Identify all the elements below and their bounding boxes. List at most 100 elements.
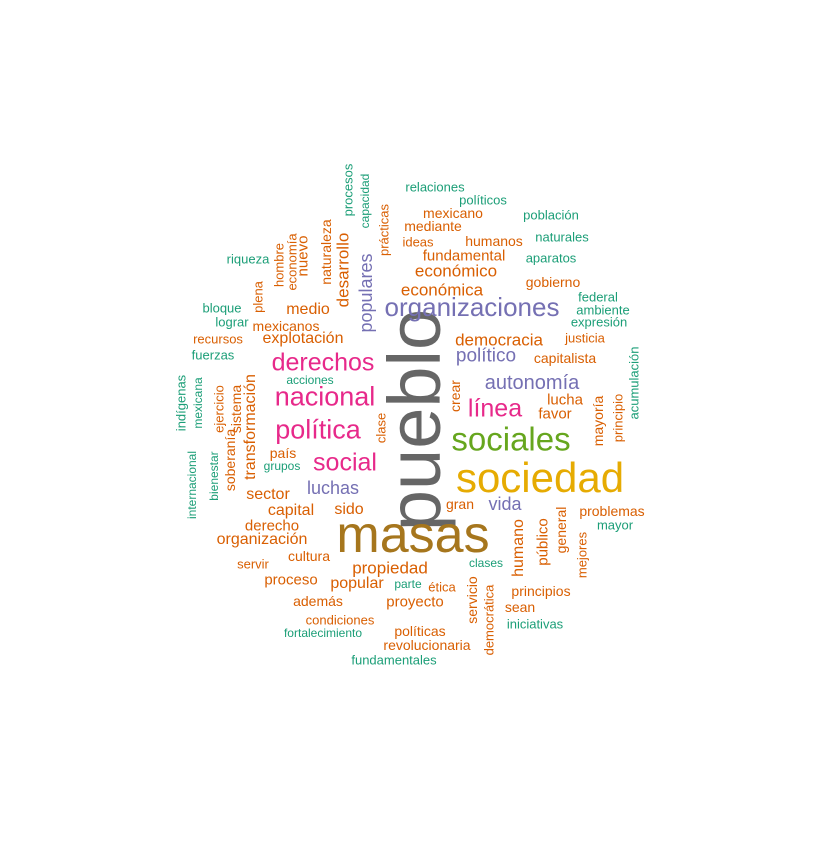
word: mexicano	[423, 205, 483, 221]
word: plena	[250, 281, 266, 313]
word: democracia	[455, 330, 543, 350]
word: fuerzas	[191, 347, 235, 363]
word: capacidad	[358, 173, 372, 229]
word: proceso	[264, 571, 318, 589]
word: fortalecimiento	[283, 626, 363, 640]
word: propiedad	[352, 558, 428, 578]
word: lograr	[215, 314, 249, 330]
word: sido	[334, 501, 364, 518]
word: sector	[246, 486, 290, 503]
word: medio	[286, 301, 330, 318]
word: nacional	[274, 381, 376, 412]
word: políticos	[459, 192, 507, 208]
word: gobierno	[525, 274, 581, 290]
word: masas	[336, 506, 490, 564]
word: humanos	[465, 233, 523, 249]
word: explotación	[262, 330, 344, 347]
word: principio	[610, 393, 626, 443]
word: mejores	[574, 531, 590, 579]
word: populares	[356, 253, 376, 333]
word: soberanía	[222, 428, 238, 492]
word: cultura	[287, 548, 331, 564]
word: pueblo	[373, 308, 456, 532]
word: capitalista	[533, 350, 597, 366]
word: organizaciones	[384, 292, 560, 322]
word: mexicana	[191, 377, 205, 429]
word: internacional	[185, 450, 199, 520]
word: desarrollo	[333, 232, 353, 308]
word: mayoría	[590, 395, 606, 447]
word: políticas	[394, 623, 446, 639]
word: principios	[511, 583, 571, 599]
word: recursos	[193, 331, 243, 347]
word: mediante	[404, 218, 462, 234]
word: fundamental	[422, 247, 506, 265]
word: sistema	[228, 384, 244, 434]
word: social	[313, 448, 377, 477]
word: general	[553, 506, 569, 554]
word: ejercicio	[211, 385, 227, 433]
word: popular	[330, 575, 384, 592]
word: proyecto	[386, 593, 444, 611]
word: bloque	[202, 300, 242, 316]
word: línea	[467, 394, 523, 423]
word: económico	[414, 261, 498, 281]
word: población	[523, 207, 579, 223]
word: sociales	[451, 420, 571, 458]
word: además	[293, 593, 343, 609]
word: condiciones	[305, 612, 375, 628]
word: democrática	[481, 584, 497, 656]
word: crear	[447, 380, 463, 412]
word: sociedad	[455, 454, 625, 501]
word: clase	[373, 412, 389, 444]
word: capital	[267, 502, 315, 519]
word: transformación	[242, 374, 259, 480]
word: económica	[400, 280, 484, 300]
word: aparatos	[525, 250, 577, 266]
word: expresión	[570, 314, 628, 330]
word: naturales	[535, 229, 589, 245]
word: favor	[538, 405, 572, 423]
word: justicia	[565, 330, 605, 346]
word: organización	[216, 531, 308, 548]
word: fundamentales	[351, 652, 437, 668]
word: humano	[510, 519, 527, 577]
word: gran	[445, 496, 475, 512]
word: vida	[488, 494, 522, 514]
word: parte	[394, 577, 422, 591]
word: mexicanos	[252, 318, 320, 334]
word: naturaleza	[318, 219, 334, 285]
word: país	[269, 445, 297, 461]
word: público	[534, 518, 552, 566]
word: sean	[504, 599, 536, 615]
word: hombre	[271, 242, 287, 288]
word: federal	[578, 289, 618, 305]
word: derechos	[271, 348, 375, 377]
word: política	[275, 414, 361, 445]
word: derecho	[244, 517, 300, 535]
word: clases	[468, 556, 504, 570]
word: grupos	[263, 459, 301, 473]
word: riqueza	[226, 251, 270, 267]
word: revolucionaria	[383, 637, 471, 653]
word: prácticas	[376, 203, 392, 257]
word: luchas	[306, 478, 360, 498]
word: político	[455, 345, 517, 367]
word: procesos	[340, 163, 356, 217]
word: problemas	[579, 503, 645, 519]
word: acciones	[286, 373, 334, 387]
word: indígenas	[173, 374, 189, 432]
word: servir	[237, 556, 269, 572]
word: ética	[428, 579, 456, 595]
word: bienestar	[207, 451, 221, 501]
word: autonomía	[484, 372, 580, 394]
word: mayor	[596, 517, 634, 533]
word: ideas	[402, 234, 434, 250]
word: ambiente	[576, 302, 630, 318]
word: relaciones	[405, 179, 465, 195]
word: economía	[284, 233, 300, 291]
word: lucha	[547, 391, 583, 409]
word: acumulación	[626, 346, 642, 420]
word: servicio	[464, 576, 480, 624]
